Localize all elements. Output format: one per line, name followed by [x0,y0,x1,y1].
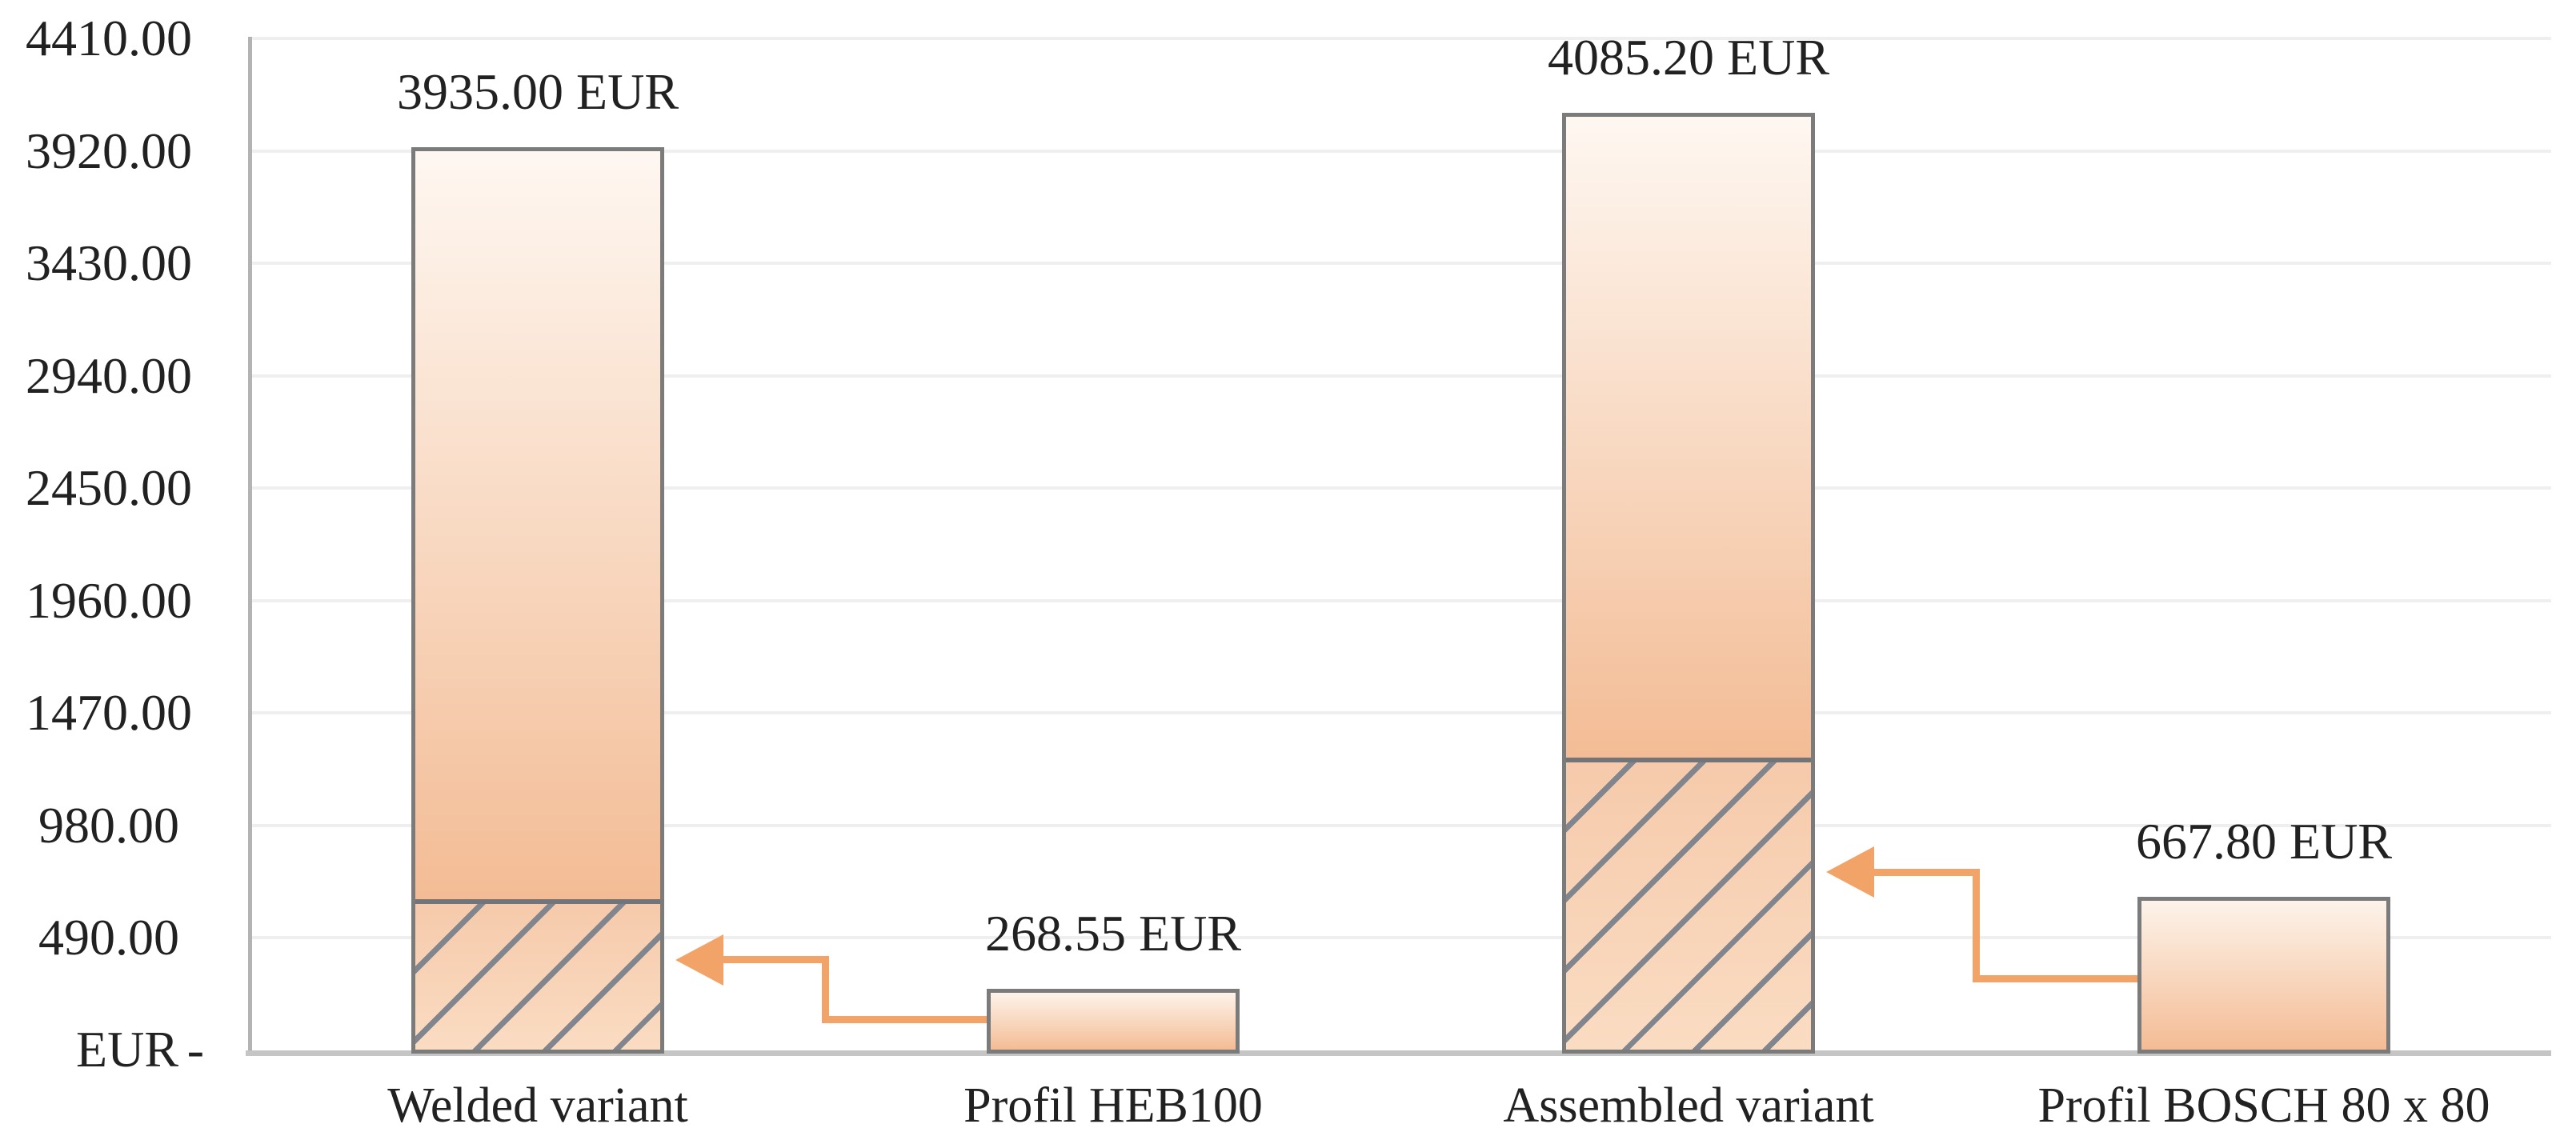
x-axis-line [246,1050,2551,1056]
arrow-segment-upper [1873,869,1980,876]
arrow-segment-vertical [822,956,829,1023]
y-grid-line [250,374,2551,378]
y-tick-label-zero: EUR - [76,1014,204,1086]
arrow-segment-lower [1973,975,2137,982]
y-tick-label: 980.00 [38,797,179,854]
bar-fill [991,993,1236,1050]
y-grid-line [250,711,2551,714]
arrow-segment-upper [722,956,829,963]
arrow-segment-vertical [1973,869,1980,982]
y-tick-label: 1470.00 [26,684,192,741]
bar-segment-hatched [415,899,660,1050]
y-grid-line [250,150,2551,153]
x-category-label: Assembled variant [1503,1078,1874,1133]
bar-segment-upper [1566,117,1811,758]
arrow-head [675,934,723,986]
bar-segment-upper [415,151,660,899]
y-axis-line [248,37,252,1056]
y-tick-label: 3430.00 [26,234,192,291]
bar-fill [2141,901,2386,1050]
y-tick-label: 4410.00 [26,10,192,66]
x-category-label: Profil BOSCH 80 x 80 [2037,1078,2490,1133]
x-category-label: Profil HEB100 [963,1078,1263,1133]
bar-profil-heb100 [987,989,1240,1054]
x-category-label: Welded variant [387,1078,688,1133]
y-tick-label: 490.00 [38,909,179,966]
bar-data-label: 268.55 EUR [985,905,1241,962]
y-grid-line [250,262,2551,265]
y-tick-label: 3920.00 [26,122,192,179]
bar-data-label: 3935.00 EUR [397,63,679,120]
y-grid-line [250,486,2551,490]
bar-welded-variant [411,147,664,1054]
y-grid-line [250,37,2551,40]
bar-profil-bosch-80-x-80 [2137,897,2390,1054]
bar-data-label: 4085.20 EUR [1548,29,1829,86]
y-tick-label: 2450.00 [26,459,192,516]
bar-assembled-variant [1562,113,1815,1054]
y-grid-line [250,824,2551,827]
arrow-segment-lower [822,1016,987,1023]
y-grid-line [250,599,2551,602]
arrow-head [1826,846,1874,898]
bar-data-label: 667.80 EUR [2136,813,2392,870]
y-tick-label: 2940.00 [26,347,192,404]
bar-segment-hatched [1566,758,1811,1050]
zero-tick-currency: EUR [76,1021,178,1078]
y-grid-line [250,936,2551,939]
zero-tick-dash: - [186,1021,204,1078]
y-tick-label: 1960.00 [26,572,192,629]
